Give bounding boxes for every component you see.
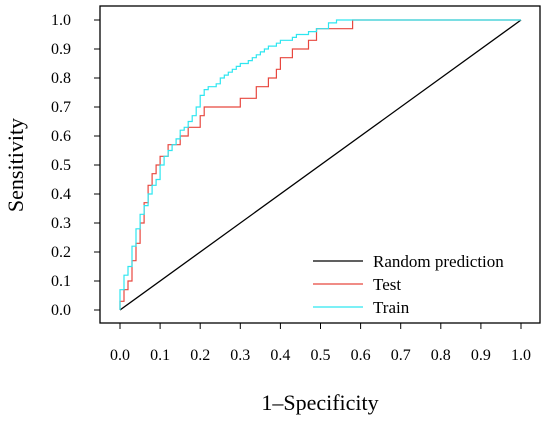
y-tick-label: 0.2 <box>51 244 71 261</box>
series-line-random-prediction <box>119 19 522 311</box>
legend: Random prediction Test Train <box>313 252 504 317</box>
series-layer <box>119 19 522 311</box>
legend-label-train: Train <box>373 298 410 317</box>
tick-layer: 0.0 0.1 0.2 0.3 0.4 0.5 0.6 0.7 0.8 0.9 1.0 0.0 0.1 0… <box>51 12 531 364</box>
legend-label-random-prediction: Random prediction <box>373 252 504 271</box>
y-tick-label: 0.1 <box>51 273 71 290</box>
x-tick-label: 0.0 <box>110 347 130 364</box>
y-tick-label: 0.4 <box>51 186 71 203</box>
x-tick-label: 0.7 <box>391 347 411 364</box>
y-tick-label: 1.0 <box>51 12 71 29</box>
x-tick-label: 0.4 <box>270 347 290 364</box>
x-tick-label: 0.3 <box>230 347 250 364</box>
legend-label-test: Test <box>373 275 401 294</box>
y-tick-label: 0.8 <box>51 70 71 87</box>
y-tick-label: 0.0 <box>51 302 71 319</box>
x-tick-label: 0.9 <box>471 347 491 364</box>
x-tick-label: 1.0 <box>511 347 531 364</box>
y-tick-label: 0.3 <box>51 215 71 232</box>
y-tick-label: 0.6 <box>51 128 71 145</box>
x-tick-label: 0.8 <box>431 347 451 364</box>
x-tick-label: 0.5 <box>311 347 331 364</box>
y-tick-label: 0.9 <box>51 41 71 58</box>
x-tick-label: 0.6 <box>351 347 371 364</box>
x-tick-label: 0.1 <box>150 347 170 364</box>
x-axis-title: 1–Specificity <box>261 390 378 415</box>
y-tick-label: 0.5 <box>51 157 71 174</box>
y-axis-title: Sensitivity <box>3 118 28 212</box>
y-tick-label: 0.7 <box>51 99 71 116</box>
series-line-train <box>119 19 521 310</box>
x-tick-label: 0.2 <box>190 347 210 364</box>
